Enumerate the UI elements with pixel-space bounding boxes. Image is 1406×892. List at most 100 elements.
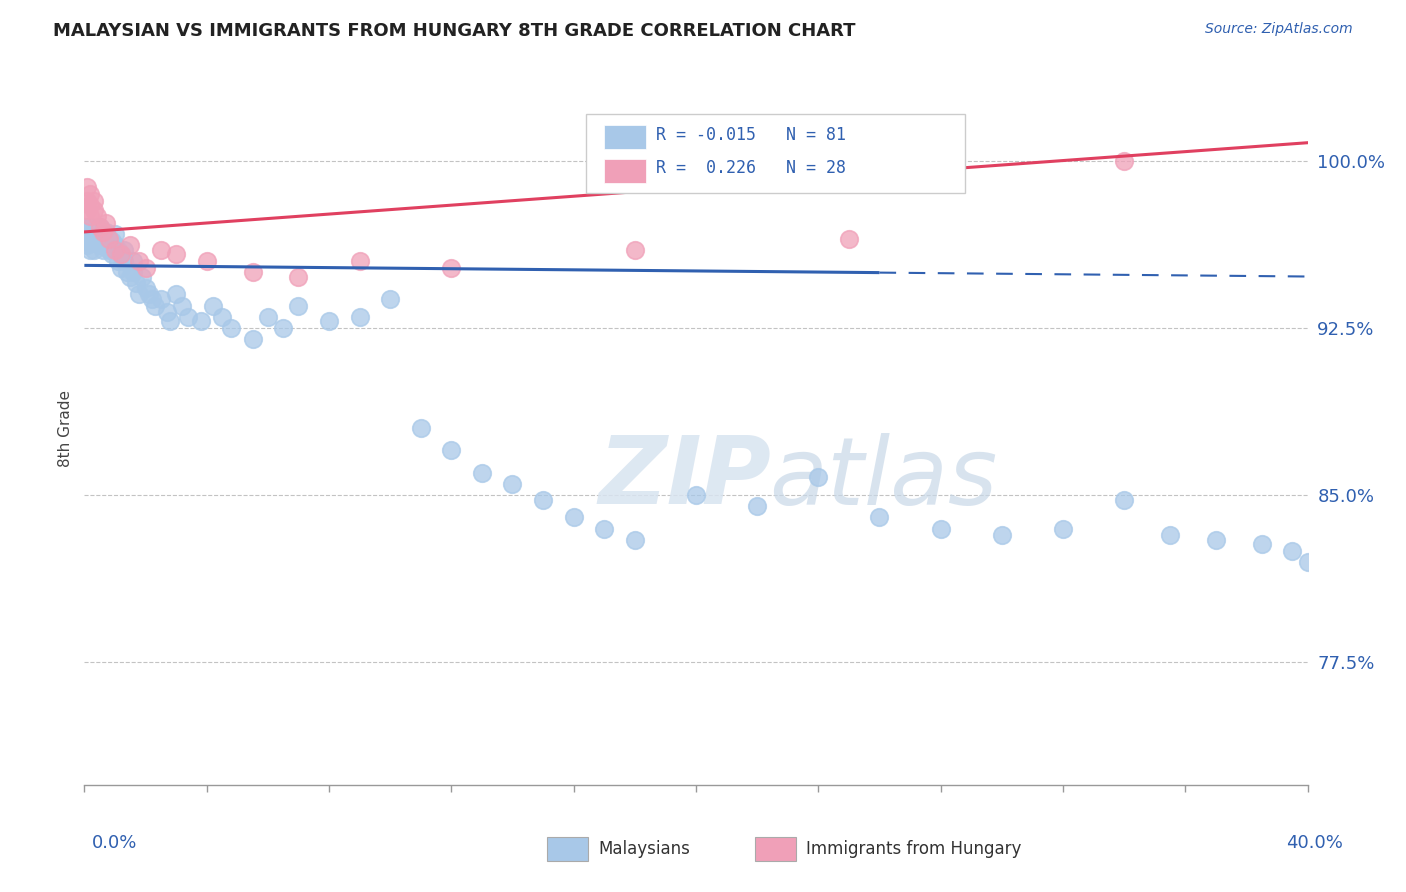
Point [91,243,114,257]
Point [135,260,157,275]
Point [86,210,108,224]
Point [97,243,120,257]
Point [94,236,117,251]
Point [83,202,105,217]
Point [115,265,138,279]
Point [201,298,224,313]
Point [83,243,105,257]
Point [135,281,157,295]
Text: R =  0.226   N = 28: R = 0.226 N = 28 [655,159,845,178]
Point [104,243,127,257]
Point [409,421,432,435]
Point [91,225,114,239]
Point [79,243,101,257]
Point [531,492,554,507]
Y-axis label: 8th Grade: 8th Grade [58,390,73,467]
Text: ZIP: ZIP [598,432,770,524]
FancyBboxPatch shape [547,837,588,862]
Point [149,292,172,306]
Point [86,236,108,251]
Point [807,470,830,484]
Point [349,310,371,324]
Point [440,443,463,458]
Point [1205,533,1227,547]
Point [110,247,132,261]
Point [242,332,264,346]
Point [112,254,135,268]
Point [991,528,1014,542]
Point [97,232,120,246]
Point [76,202,98,217]
Point [83,194,105,208]
Point [76,232,98,246]
Point [141,292,163,306]
Point [112,243,135,257]
Point [869,510,891,524]
Point [76,225,98,239]
Point [138,287,160,301]
Point [624,243,647,257]
Point [89,220,111,235]
Point [122,265,145,279]
Point [94,225,117,239]
Point [76,238,98,252]
Point [149,243,172,257]
Point [110,260,132,275]
Point [219,321,242,335]
Point [747,500,769,514]
Point [929,522,952,536]
Point [287,298,309,313]
Text: 0.0%: 0.0% [91,834,136,852]
Point [128,254,150,268]
Point [76,180,98,194]
Point [101,247,124,261]
Text: atlas: atlas [769,433,998,524]
Point [165,287,187,301]
Point [177,310,200,324]
Point [1296,555,1319,569]
Point [143,298,166,313]
Point [685,488,707,502]
Text: MALAYSIAN VS IMMIGRANTS FROM HUNGARY 8TH GRADE CORRELATION CHART: MALAYSIAN VS IMMIGRANTS FROM HUNGARY 8TH… [53,22,856,40]
Point [89,220,111,235]
Point [107,243,129,257]
Point [94,216,117,230]
Point [101,234,124,248]
Point [125,277,148,291]
Point [79,229,101,244]
Point [89,229,111,244]
Point [349,254,371,268]
Point [83,234,105,248]
Point [471,466,494,480]
Point [1281,544,1303,558]
Point [562,510,585,524]
Point [1159,528,1181,542]
Point [838,232,860,246]
Point [380,292,402,306]
Point [110,247,132,261]
FancyBboxPatch shape [755,837,796,862]
Point [1114,153,1136,168]
Point [172,298,194,313]
Point [79,187,101,202]
Point [83,227,105,242]
Point [502,477,524,491]
Point [120,238,142,252]
Point [97,232,120,246]
Text: 40.0%: 40.0% [1286,834,1343,852]
Text: Immigrants from Hungary: Immigrants from Hungary [806,840,1021,858]
Text: Source: ZipAtlas.com: Source: ZipAtlas.com [1205,22,1353,37]
Point [76,194,98,208]
Point [79,236,101,251]
Point [76,220,98,235]
Point [593,522,616,536]
Point [211,310,233,324]
Point [440,260,463,275]
Point [104,227,127,242]
Point [1052,522,1074,536]
Point [79,210,101,224]
Point [271,321,294,335]
Point [128,287,150,301]
Point [159,314,181,328]
Point [257,310,280,324]
